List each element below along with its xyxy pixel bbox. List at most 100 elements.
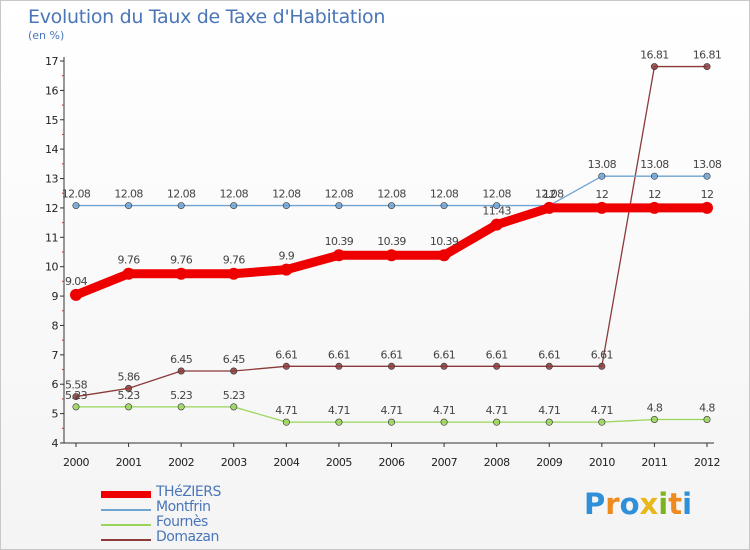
y-tick-label: 14	[45, 143, 58, 156]
data-label: 5.23	[170, 389, 193, 402]
data-label: 4.8	[647, 401, 663, 414]
data-point	[282, 418, 290, 426]
series-line	[75, 65, 708, 398]
data-point	[650, 415, 658, 423]
data-point	[230, 202, 238, 210]
data-label: 12.08	[377, 188, 406, 201]
data-label: 6.61	[433, 348, 455, 361]
data-label: 5.86	[118, 370, 141, 383]
data-point	[387, 362, 395, 370]
data-point	[543, 201, 556, 214]
data-point	[385, 249, 398, 262]
legend-label-domazan: Domazan	[156, 529, 219, 545]
data-label: 12	[543, 188, 556, 201]
data-label: 13.08	[640, 158, 669, 171]
data-point	[493, 202, 501, 210]
data-point	[493, 362, 501, 370]
data-label: 4.71	[328, 404, 350, 417]
legend-swatch-montfrin	[101, 509, 151, 511]
data-point	[650, 172, 658, 180]
data-point	[701, 201, 713, 214]
logo-letter: t	[668, 487, 683, 521]
data-label: 9.76	[170, 254, 193, 267]
x-tick-label: 2000	[63, 456, 89, 469]
data-label: 16.81	[693, 49, 722, 62]
data-point	[440, 418, 448, 426]
data-label: 9.76	[118, 254, 141, 267]
data-point	[387, 418, 395, 426]
data-point	[598, 172, 606, 180]
data-label: 12.08	[272, 188, 301, 201]
data-label: 12.08	[430, 188, 459, 201]
data-label: 12.08	[114, 188, 143, 201]
data-point	[125, 384, 133, 392]
x-tick-label: 2004	[273, 456, 299, 469]
data-label: 6.61	[591, 348, 613, 361]
x-tick-label: 2010	[589, 456, 615, 469]
logo-letter: i	[658, 487, 669, 521]
x-tick-label: 2005	[326, 456, 352, 469]
data-point	[703, 415, 711, 423]
data-label: 4.71	[591, 404, 613, 417]
data-label: 11.43	[482, 205, 511, 218]
data-point	[72, 202, 80, 210]
data-label: 6.61	[380, 348, 402, 361]
y-tick-label: 10	[45, 261, 58, 274]
data-label: 5.58	[65, 379, 88, 392]
x-tick-label: 2002	[168, 456, 194, 469]
data-label: 10.39	[377, 235, 406, 248]
data-label: 4.71	[380, 404, 402, 417]
data-point	[335, 202, 343, 210]
data-label: 6.45	[223, 353, 246, 366]
data-point	[387, 202, 395, 210]
data-point	[177, 367, 185, 375]
logo-letter: i	[682, 487, 693, 521]
data-label: 4.71	[275, 404, 297, 417]
data-label: 9.04	[65, 275, 88, 288]
y-tick-label: 12	[45, 202, 58, 215]
x-tick-label: 2012	[694, 456, 720, 469]
data-label: 9.76	[223, 254, 246, 267]
x-tick-label: 2009	[536, 456, 562, 469]
legend-label-theziers: THéZIERS	[156, 484, 221, 500]
data-label: 6.61	[275, 348, 297, 361]
data-point	[332, 249, 345, 262]
data-point	[703, 172, 711, 180]
data-point	[125, 403, 133, 411]
x-tick-label: 2006	[379, 456, 405, 469]
data-label: 4.71	[486, 404, 508, 417]
data-label: 16.81	[640, 49, 669, 62]
data-label: 9.9	[278, 250, 294, 263]
data-point	[703, 63, 711, 71]
data-point	[335, 362, 343, 370]
y-tick-label: 5	[52, 408, 59, 421]
proxiti-logo: Proxiti	[584, 487, 692, 521]
data-point	[598, 362, 606, 370]
y-tick-label: 17	[45, 55, 58, 68]
legend-swatch-theziers	[101, 491, 151, 498]
data-point	[335, 418, 343, 426]
data-point	[177, 202, 185, 210]
legend: THéZIERS Montfrin Fournès Domazan	[101, 484, 301, 547]
data-label: 5.23	[223, 389, 246, 402]
y-tick-label: 8	[52, 319, 59, 332]
data-point	[282, 202, 290, 210]
data-label: 12.08	[62, 188, 91, 201]
data-label: 12.08	[167, 188, 196, 201]
data-point	[227, 267, 240, 280]
legend-item-theziers: THéZIERS	[101, 484, 301, 502]
data-label: 5.23	[118, 389, 141, 402]
data-point	[175, 267, 188, 280]
data-label: 12.08	[482, 188, 511, 201]
data-point	[72, 403, 80, 411]
legend-label-montfrin: Montfrin	[156, 499, 211, 515]
x-tick-label: 2003	[221, 456, 247, 469]
data-label: 6.61	[538, 348, 560, 361]
data-point	[230, 367, 238, 375]
data-point	[280, 263, 293, 276]
data-point	[490, 218, 503, 231]
legend-swatch-domazan	[101, 539, 151, 541]
data-label: 10.39	[430, 235, 459, 248]
